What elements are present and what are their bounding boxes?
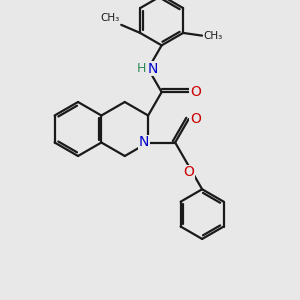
Text: O: O [190, 85, 201, 99]
Text: CH₃: CH₃ [204, 31, 223, 40]
Text: N: N [139, 136, 149, 149]
Text: O: O [183, 166, 194, 179]
Text: N: N [148, 62, 158, 76]
Text: CH₃: CH₃ [100, 13, 120, 23]
Text: H: H [137, 62, 146, 75]
Text: O: O [190, 112, 201, 126]
